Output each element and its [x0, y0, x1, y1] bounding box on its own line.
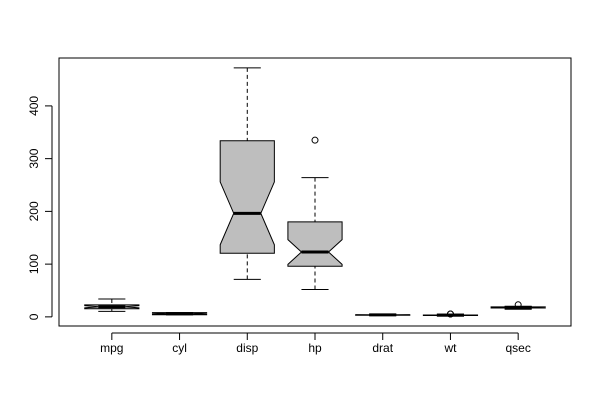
outlier: [446, 310, 454, 318]
x-tick-label: qsec: [505, 341, 530, 355]
x-tick-label: disp: [236, 341, 258, 355]
x-tick-label: mpg: [100, 341, 123, 355]
outlier: [311, 136, 319, 144]
plot-frame: [58, 57, 572, 327]
x-tick-label: hp: [308, 341, 322, 355]
x-tick-label: cyl: [172, 341, 187, 355]
y-tick-label: 100: [27, 254, 41, 274]
box: [219, 140, 275, 254]
outlier: [514, 301, 522, 309]
y-tick-label: 400: [27, 96, 41, 116]
x-tick-label: wt: [443, 341, 457, 355]
box: [287, 221, 343, 267]
y-tick-label: 200: [27, 201, 41, 221]
y-tick-label: 0: [27, 313, 41, 320]
y-tick-label: 300: [27, 148, 41, 168]
x-tick-label: drat: [372, 341, 393, 355]
